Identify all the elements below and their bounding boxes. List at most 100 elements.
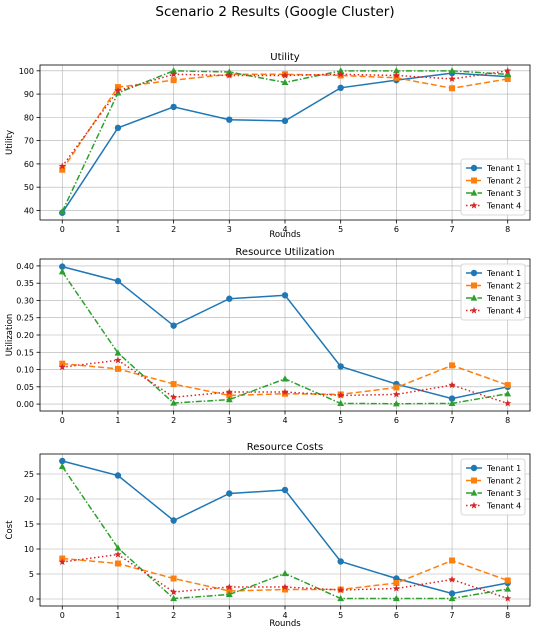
x-tick-label: 3 bbox=[227, 225, 232, 234]
data-point bbox=[226, 392, 233, 399]
data-point bbox=[58, 363, 66, 371]
series-line bbox=[61, 70, 508, 167]
data-point bbox=[504, 70, 512, 77]
data-point bbox=[504, 585, 512, 592]
series-3 bbox=[58, 462, 512, 602]
data-point bbox=[58, 268, 66, 275]
x-tick-label: 0 bbox=[60, 416, 65, 425]
plot-frame bbox=[39, 453, 531, 607]
y-tick-label: 0 bbox=[29, 595, 34, 604]
data-point bbox=[114, 472, 122, 479]
legend-label: Tenant 3 bbox=[486, 294, 521, 303]
x-tick-label: 1 bbox=[115, 611, 120, 620]
y-tick-label: 0.25 bbox=[16, 314, 34, 323]
data-point bbox=[114, 124, 122, 132]
data-point bbox=[337, 67, 345, 74]
subplot-title: Resource Costs bbox=[247, 442, 323, 453]
y-tick-label: 25 bbox=[24, 470, 34, 479]
data-point bbox=[114, 86, 122, 94]
plot-frame bbox=[39, 258, 531, 412]
data-point bbox=[337, 594, 345, 602]
data-point bbox=[226, 116, 233, 123]
data-point bbox=[170, 103, 177, 111]
legend-label: Tenant 2 bbox=[486, 282, 521, 291]
y-tick-label: 80 bbox=[24, 113, 34, 122]
legend-marker bbox=[470, 489, 478, 496]
data-point bbox=[448, 381, 456, 389]
legend-label: Tenant 3 bbox=[486, 189, 521, 198]
legend-label: Tenant 3 bbox=[486, 489, 521, 498]
x-tick-label: 0 bbox=[60, 225, 65, 234]
legend-marker bbox=[470, 501, 478, 509]
data-point bbox=[281, 292, 289, 299]
data-point bbox=[392, 390, 400, 398]
x-tick-label: 1 bbox=[115, 416, 120, 425]
data-point bbox=[225, 68, 233, 75]
legend-marker bbox=[470, 294, 478, 301]
series-4 bbox=[58, 67, 512, 170]
x-tick-label: 2 bbox=[171, 225, 176, 234]
data-point bbox=[170, 588, 178, 596]
x-tick-label: 5 bbox=[338, 611, 343, 620]
data-point bbox=[281, 78, 289, 86]
data-point bbox=[170, 322, 177, 329]
x-tick-label: 3 bbox=[227, 416, 232, 425]
data-point bbox=[392, 67, 400, 74]
data-point bbox=[337, 586, 345, 594]
data-point bbox=[448, 67, 456, 74]
legend-marker bbox=[470, 306, 478, 314]
legend-label: Tenant 1 bbox=[486, 164, 521, 173]
y-tick-label: 0.15 bbox=[16, 348, 34, 357]
x-tick-label: 4 bbox=[282, 225, 287, 234]
x-tick-label: 3 bbox=[227, 611, 232, 620]
subplot-title: Utility bbox=[270, 52, 299, 63]
y-tick-label: 0.35 bbox=[16, 279, 34, 288]
data-point bbox=[337, 399, 345, 406]
data-point bbox=[58, 558, 66, 566]
data-point bbox=[337, 70, 345, 78]
subplot-2: 0 1 2 3 4 5 6 7 8 0.00 0.05 0.10 0.15 0.20 0.25 0.30 0.3… bbox=[5, 247, 531, 425]
y-tick-label: 20 bbox=[24, 495, 34, 504]
legend-label: Tenant 1 bbox=[486, 269, 521, 278]
legend-box bbox=[460, 263, 526, 321]
data-point bbox=[226, 490, 233, 497]
series-3 bbox=[58, 268, 512, 407]
data-point bbox=[59, 263, 66, 270]
data-point bbox=[59, 166, 66, 173]
data-point bbox=[504, 577, 511, 584]
data-point bbox=[282, 390, 288, 397]
y-tick-label: 0.10 bbox=[16, 366, 34, 375]
legend-marker bbox=[470, 189, 478, 196]
legend-label: Tenant 2 bbox=[486, 177, 521, 186]
data-point bbox=[337, 558, 344, 565]
y-tick-label: 50 bbox=[24, 183, 34, 192]
legend: Tenant 1 Tenant 2 Tenant 3 Tenant 4 bbox=[460, 458, 526, 516]
data-point bbox=[59, 457, 66, 465]
data-point bbox=[281, 117, 289, 125]
data-point bbox=[448, 395, 456, 402]
y-tick-label: 40 bbox=[24, 206, 34, 215]
y-tick-label: 90 bbox=[24, 90, 34, 99]
data-point bbox=[392, 400, 400, 407]
data-point bbox=[114, 365, 121, 372]
x-tick-label: 5 bbox=[338, 416, 343, 425]
y-tick-label: 15 bbox=[24, 520, 34, 529]
legend-label: Tenant 1 bbox=[486, 464, 521, 473]
legend-marker bbox=[470, 269, 478, 277]
legend-marker bbox=[470, 464, 478, 472]
y-tick-label: 70 bbox=[24, 137, 34, 146]
data-point bbox=[225, 583, 233, 591]
data-point bbox=[448, 75, 456, 83]
x-tick-label: 2 bbox=[171, 416, 176, 425]
data-point bbox=[504, 67, 512, 74]
data-point bbox=[170, 67, 178, 74]
legend: Tenant 1 Tenant 2 Tenant 3 Tenant 4 bbox=[460, 158, 526, 216]
data-point bbox=[448, 399, 456, 406]
y-axis-label: Utility bbox=[5, 130, 15, 155]
data-point bbox=[281, 388, 289, 396]
legend-box bbox=[460, 158, 526, 216]
x-tick-label: 1 bbox=[115, 225, 120, 234]
series-4 bbox=[58, 550, 512, 602]
data-point bbox=[392, 594, 400, 602]
x-tick-label: 5 bbox=[338, 225, 343, 234]
